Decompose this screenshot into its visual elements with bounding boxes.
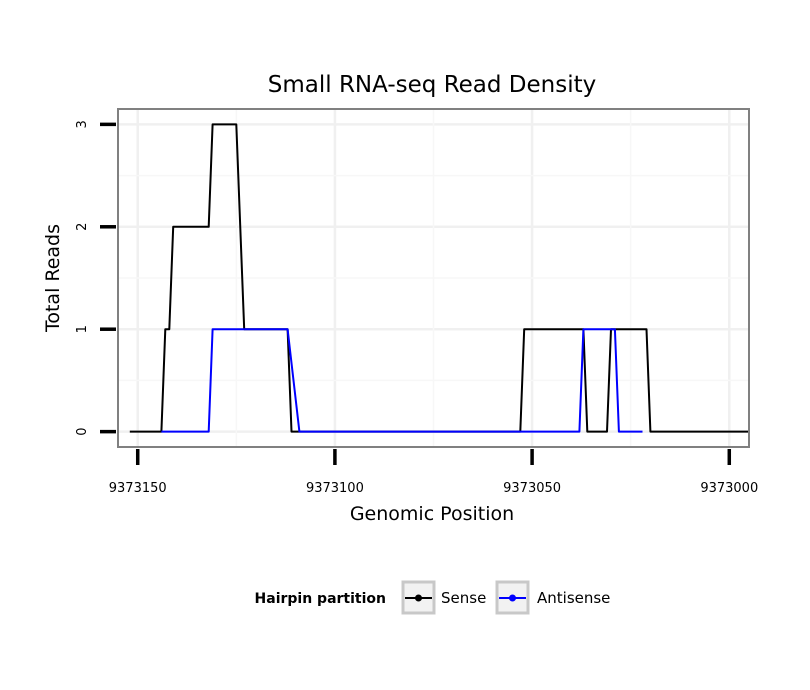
- grid: [118, 109, 749, 447]
- y-axis: 0 1 2 3: [75, 120, 116, 436]
- y-tick-label: 2: [75, 223, 90, 231]
- series-line-antisense: [161, 328, 643, 433]
- x-tick-label: 9373100: [306, 481, 364, 496]
- legend-key-sense-point: [415, 594, 422, 602]
- x-axis-title: Genomic Position: [350, 503, 514, 525]
- plot-panel-border: [117, 108, 750, 448]
- chart-title: Small RNA-seq Read Density: [268, 72, 597, 98]
- x-axis: 9373150 9373100 9373050 9373000: [109, 449, 758, 496]
- x-tick-label: 9373150: [109, 481, 167, 496]
- y-axis-title: Total Reads: [42, 224, 64, 333]
- legend-label-sense: Sense: [441, 589, 486, 607]
- legend-key-antisense-point: [509, 594, 516, 602]
- x-tick-label: 9373000: [700, 481, 758, 496]
- series-line-sense: [129, 123, 749, 433]
- legend: Hairpin partition Sense Antisense: [255, 580, 610, 615]
- legend-title: Hairpin partition: [255, 591, 386, 607]
- y-tick-label: 0: [75, 427, 90, 435]
- y-tick-label: 3: [75, 120, 90, 128]
- x-tick-label: 9373050: [503, 481, 561, 496]
- series-layer: [129, 123, 749, 433]
- legend-label-antisense: Antisense: [537, 589, 610, 607]
- y-tick-label: 1: [75, 325, 90, 333]
